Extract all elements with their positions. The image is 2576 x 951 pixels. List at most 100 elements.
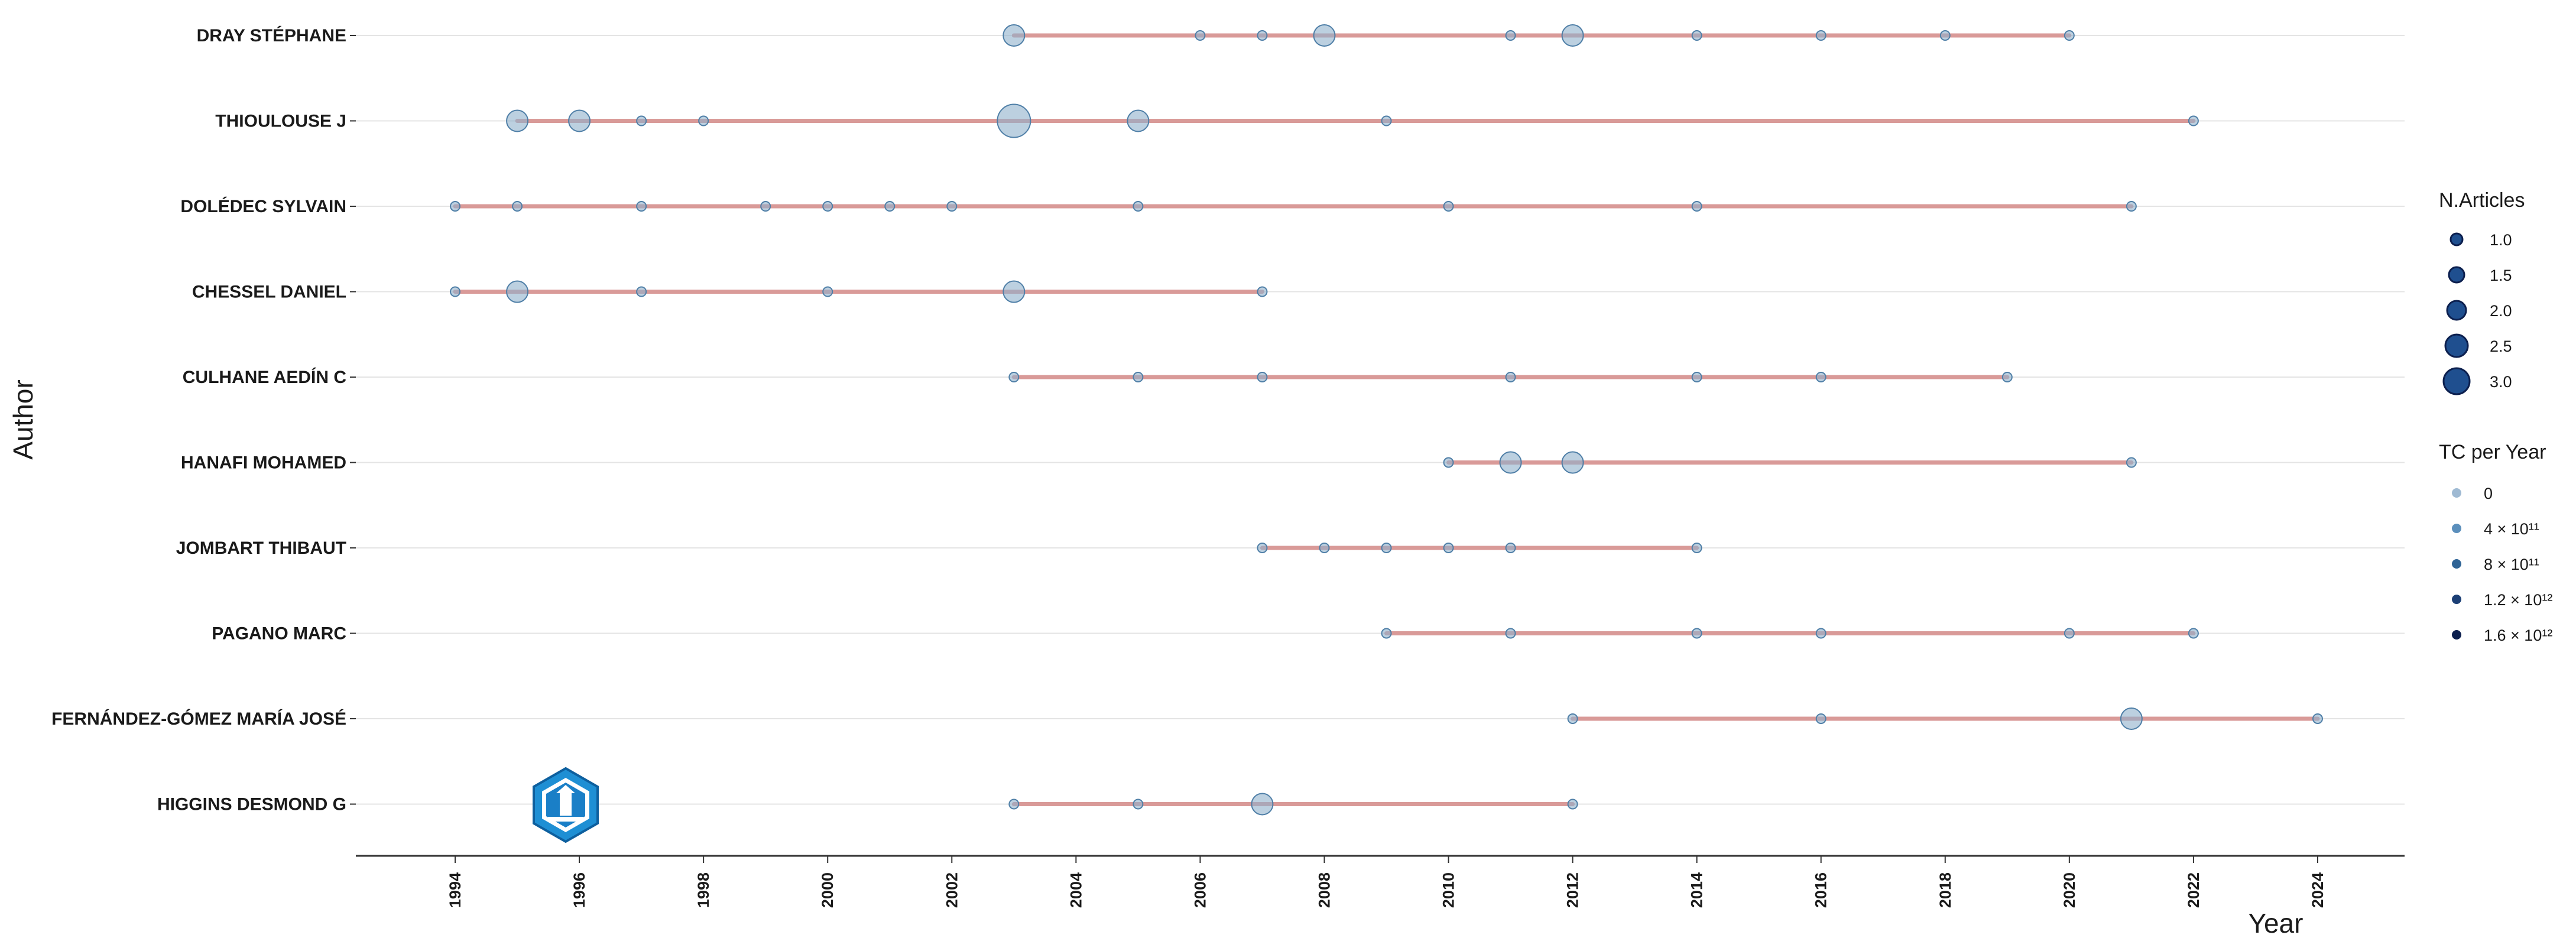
data-point xyxy=(636,115,647,126)
x-tick-label: 2016 xyxy=(1812,872,1830,908)
data-point xyxy=(506,109,529,132)
data-point xyxy=(1257,372,1268,382)
size-legend-title: N.Articles xyxy=(2439,189,2525,212)
size-legend-swatch xyxy=(2446,300,2467,321)
data-point xyxy=(1691,201,1702,212)
x-tick-label: 2002 xyxy=(943,872,961,908)
data-point xyxy=(822,201,833,212)
data-point xyxy=(450,286,461,297)
data-point xyxy=(1443,543,1454,553)
data-point xyxy=(1257,543,1268,553)
data-point xyxy=(568,109,591,132)
data-point xyxy=(1815,372,1826,382)
data-point xyxy=(884,201,896,212)
data-point xyxy=(1567,713,1578,724)
y-tick-label: CULHANE AEDÍN C xyxy=(183,367,346,387)
data-point xyxy=(698,115,709,126)
data-point xyxy=(822,286,833,297)
x-tick-label: 2018 xyxy=(1936,872,1954,908)
x-tick-label: 1994 xyxy=(446,872,464,908)
color-legend-label: 1.2 × 10¹² xyxy=(2484,591,2552,609)
x-tick-label: 2006 xyxy=(1191,872,1209,908)
y-tick-label: HIGGINS DESMOND G xyxy=(157,795,346,814)
x-tick-label: 2024 xyxy=(2309,872,2327,908)
data-point xyxy=(1505,543,1516,553)
x-tick-label: 2010 xyxy=(1440,872,1458,908)
x-tick-label: 1996 xyxy=(570,872,588,908)
data-point xyxy=(1505,628,1516,639)
data-point xyxy=(1691,372,1702,382)
data-point xyxy=(2001,372,2013,382)
y-tick-label: THIOULOUSE J xyxy=(215,112,346,131)
x-tick-label: 2000 xyxy=(819,872,836,908)
color-legend-swatch xyxy=(2452,524,2461,533)
data-point xyxy=(1815,30,1826,41)
color-legend-swatch xyxy=(2452,595,2461,604)
data-point xyxy=(1561,24,1584,47)
data-point xyxy=(1691,543,1702,553)
y-tick-label: HANAFI MOHAMED xyxy=(181,453,346,473)
data-point xyxy=(506,280,529,303)
x-tick-label: 2022 xyxy=(2185,872,2202,908)
data-point xyxy=(1815,628,1826,639)
size-legend-label: 2.0 xyxy=(2490,302,2512,320)
data-point xyxy=(946,201,958,212)
data-point xyxy=(760,201,771,212)
x-tick-label: 1998 xyxy=(695,872,712,908)
data-point xyxy=(1505,30,1516,41)
data-point xyxy=(2126,201,2137,212)
x-tick-label: 2014 xyxy=(1688,872,1706,908)
data-point xyxy=(1133,372,1144,382)
data-point xyxy=(1313,24,1336,47)
data-point xyxy=(1691,628,1702,639)
size-legend-swatch xyxy=(2450,232,2464,246)
color-legend-label: 8 × 10¹¹ xyxy=(2484,556,2539,573)
data-point xyxy=(1003,24,1026,47)
size-legend-label: 3.0 xyxy=(2490,373,2512,391)
data-point xyxy=(1003,280,1026,303)
data-point xyxy=(1319,543,1330,553)
data-point xyxy=(1443,201,1454,212)
x-tick-labels: 1994 1996 1998 2000 2002 2004 2006 2008 2010 2012… xyxy=(446,856,2327,908)
size-legend-swatch xyxy=(2444,333,2469,358)
data-point xyxy=(1381,628,1392,639)
color-legend-swatch xyxy=(2452,488,2461,498)
x-tick-label: 2020 xyxy=(2061,872,2078,908)
data-point xyxy=(1561,451,1584,474)
x-tick-label: 2012 xyxy=(1564,872,1582,908)
data-point xyxy=(1443,457,1454,468)
y-tick-label: DOLÉDEC SYLVAIN xyxy=(180,196,346,216)
data-point xyxy=(1127,109,1150,132)
data-point xyxy=(1815,713,1826,724)
data-point xyxy=(1257,30,1268,41)
data-point xyxy=(1499,451,1522,474)
data-point xyxy=(636,286,647,297)
data-point xyxy=(1567,799,1578,810)
data-point xyxy=(997,103,1031,138)
data-point xyxy=(1381,543,1392,553)
data-point xyxy=(1505,372,1516,382)
gridlines xyxy=(350,35,2405,805)
color-legend-title: TC per Year xyxy=(2439,441,2546,463)
color-legend: 0 4 × 10¹¹ 8 × 10¹¹ 1.2 × 10¹² 1.6 × 10¹² xyxy=(2452,485,2552,644)
data-point xyxy=(1133,799,1144,810)
watermark-logo-icon xyxy=(533,767,599,843)
size-legend: 1.0 1.5 2.0 2.5 3.0 xyxy=(2442,231,2512,395)
x-axis-title: Year xyxy=(2249,908,2304,939)
size-legend-swatch xyxy=(2448,266,2465,284)
data-point xyxy=(1251,793,1274,816)
data-point xyxy=(2120,707,2143,730)
author-lines xyxy=(453,33,2320,806)
data-points xyxy=(450,24,2323,816)
data-point xyxy=(1939,30,1951,41)
data-point xyxy=(512,201,523,212)
data-point xyxy=(2064,628,2075,639)
size-legend-label: 2.5 xyxy=(2490,337,2512,355)
data-point xyxy=(636,201,647,212)
data-point xyxy=(450,201,461,212)
y-axis-title: Author xyxy=(8,379,38,460)
size-legend-swatch xyxy=(2442,367,2471,395)
y-tick-label: CHESSEL DANIEL xyxy=(192,283,346,302)
data-point xyxy=(2188,628,2199,639)
